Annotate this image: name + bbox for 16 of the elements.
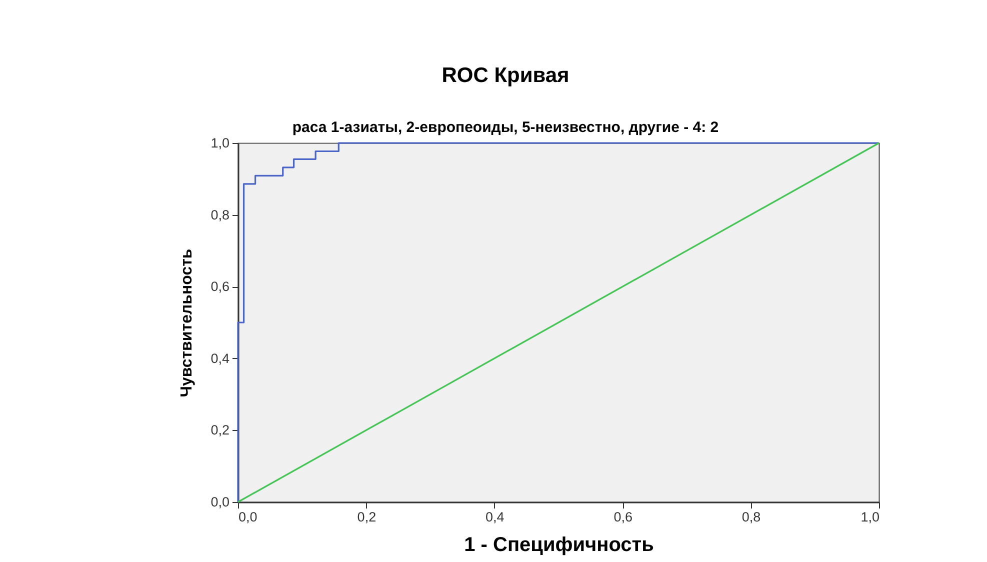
chart-subtitle: раса 1-азиаты, 2-европеоиды, 5-неизвестно, другие - 4: 2 [292, 119, 719, 136]
y-tick-label: 0,0 [210, 494, 230, 510]
x-tick-label: 0,2 [357, 510, 376, 524]
chart-title: ROC Кривая [442, 64, 570, 87]
y-tick-label: 0,6 [210, 279, 230, 294]
x-axis-title: 1 - Специфичность [464, 534, 654, 556]
y-tick-label: 1,0 [210, 136, 230, 150]
x-tick-label: 0,6 [614, 510, 632, 524]
x-tick-label: 0,4 [486, 510, 505, 524]
y-tick-label: 0,2 [210, 422, 230, 438]
y-tick-label: 0,8 [210, 207, 230, 222]
y-tick-label: 0,4 [210, 350, 230, 366]
x-tick-label: 1,0 [860, 510, 880, 524]
y-axis-title: Чувствительность [178, 248, 196, 398]
x-tick-label: 0,0 [238, 510, 258, 524]
x-tick-label: 0,8 [742, 510, 761, 524]
